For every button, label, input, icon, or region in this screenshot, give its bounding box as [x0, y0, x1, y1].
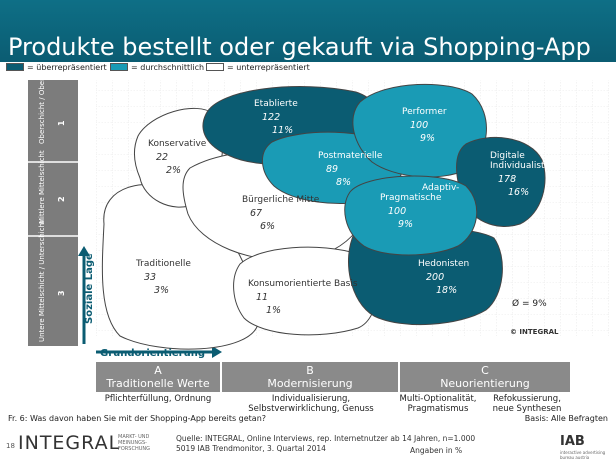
milieu-index-konsumorientierte-basis: 11: [256, 292, 268, 303]
milieu-name-b-rgerliche-mitte: Bürgerliche Mitte: [242, 195, 320, 205]
row-label-3: Untere Mittelschicht / Unterschicht: [38, 220, 46, 342]
legend-swatch-avg: [110, 63, 128, 71]
milieu-shape-konsumorientierte-basis: [233, 246, 378, 336]
milieu-name-etablierte: Etablierte: [254, 99, 298, 109]
column-desc-c2: Refokussierung, neue Synthesen: [492, 394, 562, 414]
legend-swatch-under: [206, 63, 224, 71]
unit-text: Angaben in %: [410, 446, 463, 455]
milieu-name-adaptiv-pragmatische-1: Adaptiv-: [422, 183, 459, 193]
milieu-share-hedonisten: 18%: [436, 285, 457, 296]
milieu-index-hedonisten: 200: [426, 272, 444, 283]
integral-logo-sub: MARKT- UND MEINUNGS- FORSCHUNG: [118, 434, 150, 452]
milieu-shape-adaptiv-pragmatische: [344, 175, 478, 256]
milieu-name-digitale-individualisten-1: Digitale: [490, 151, 525, 161]
iab-logo: IAB: [560, 434, 585, 449]
milieu-index-adaptiv-pragmatische: 100: [388, 206, 406, 217]
milieu-index-b-rgerliche-mitte: 67: [250, 208, 262, 219]
basis-text: Basis: Alle Befragten: [524, 414, 608, 423]
milieu-index-konservative: 22: [156, 152, 168, 163]
milieu-index-etablierte: 122: [262, 112, 280, 123]
page-title: Produkte bestellt oder gekauft via Shopp…: [8, 33, 591, 61]
milieu-index-postmaterielle: 89: [326, 164, 338, 175]
footer: 18 INTEGRAL MARKT- UND MEINUNGS- FORSCHU…: [0, 428, 616, 465]
legend-item-avg: = durchschnittlich: [110, 62, 204, 74]
milieu-name-digitale-individualisten-2: Individualisten: [490, 161, 556, 171]
milieu-share-konsumorientierte-basis: 1%: [266, 305, 281, 316]
legend-item-under: = unterrepräsentiert: [206, 62, 310, 74]
milieu-share-konservative: 2%: [166, 165, 181, 176]
milieu-name-hedonisten: Hedonisten: [418, 259, 469, 269]
milieu-index-digitale-individualisten: 178: [498, 174, 516, 185]
milieu-chart: Oberschicht / Obere Mittelschicht 1 Mitt…: [28, 74, 610, 359]
column-head-a: A Traditionelle Werte: [96, 362, 220, 392]
x-axis-label: Grundorientierung: [100, 348, 205, 359]
milieu-name-traditionelle: Traditionelle: [135, 259, 191, 269]
milieu-name-performer: Performer: [402, 107, 447, 117]
title-bar: Produkte bestellt oder gekauft via Shopp…: [0, 0, 616, 62]
row-id-1: 1: [57, 120, 66, 126]
average-label: Ø = 9%: [512, 298, 547, 309]
milieu-share-postmaterielle: 8%: [336, 177, 351, 188]
question-text: Fr. 6: Was davon haben Sie mit der Shopp…: [8, 414, 267, 423]
legend-swatch-over: [6, 63, 24, 71]
integral-logo: INTEGRAL: [18, 432, 121, 454]
row-id-3: 3: [57, 290, 66, 296]
milieu-share-digitale-individualisten: 16%: [508, 187, 529, 198]
legend-item-over: = überrepräsentiert: [6, 62, 107, 74]
milieu-share-adaptiv-pragmatische: 9%: [398, 219, 413, 230]
y-axis-label: Soziale Lage: [84, 253, 95, 324]
source-text: Quelle: INTEGRAL, Online Interviews, rep…: [176, 434, 476, 453]
page-number: 18: [6, 442, 15, 450]
column-desc-c1: Multi-Optionalität, Pragmatismus: [399, 394, 477, 414]
column-desc-b: Individualisierung, Selbstverwirklichung…: [248, 394, 374, 414]
row-label-column: [28, 80, 78, 346]
iab-logo-sub: interactive advertising bureau austria: [560, 450, 606, 460]
milieu-share-b-rgerliche-mitte: 6%: [260, 221, 275, 232]
milieu-name-postmaterielle: Postmaterielle: [318, 151, 383, 161]
copyright-label: © INTEGRAL: [510, 328, 559, 336]
column-head-c: C Neuorientierung: [400, 362, 570, 392]
milieu-share-etablierte: 11%: [272, 125, 293, 136]
milieu-share-traditionelle: 3%: [154, 285, 169, 296]
row-label-1: Oberschicht / Obere Mittelschicht: [38, 74, 46, 144]
row-label-2: Mittlere Mittelschicht: [38, 150, 46, 224]
column-head-b: B Modernisierung: [222, 362, 398, 392]
milieu-index-performer: 100: [410, 120, 428, 131]
milieu-name-konsumorientierte-basis: Konsumorientierte Basis: [248, 279, 358, 289]
milieu-index-traditionelle: 33: [144, 272, 156, 283]
milieu-share-performer: 9%: [420, 133, 435, 144]
milieu-name-konservative: Konservative: [148, 139, 207, 149]
legend: = überrepräsentiert = durchschnittlich =…: [0, 62, 616, 74]
milieu-name-adaptiv-pragmatische-2: Pragmatische: [380, 193, 442, 203]
column-desc-a: Pflichterfüllung, Ordnung: [104, 394, 212, 404]
row-id-2: 2: [57, 196, 66, 202]
